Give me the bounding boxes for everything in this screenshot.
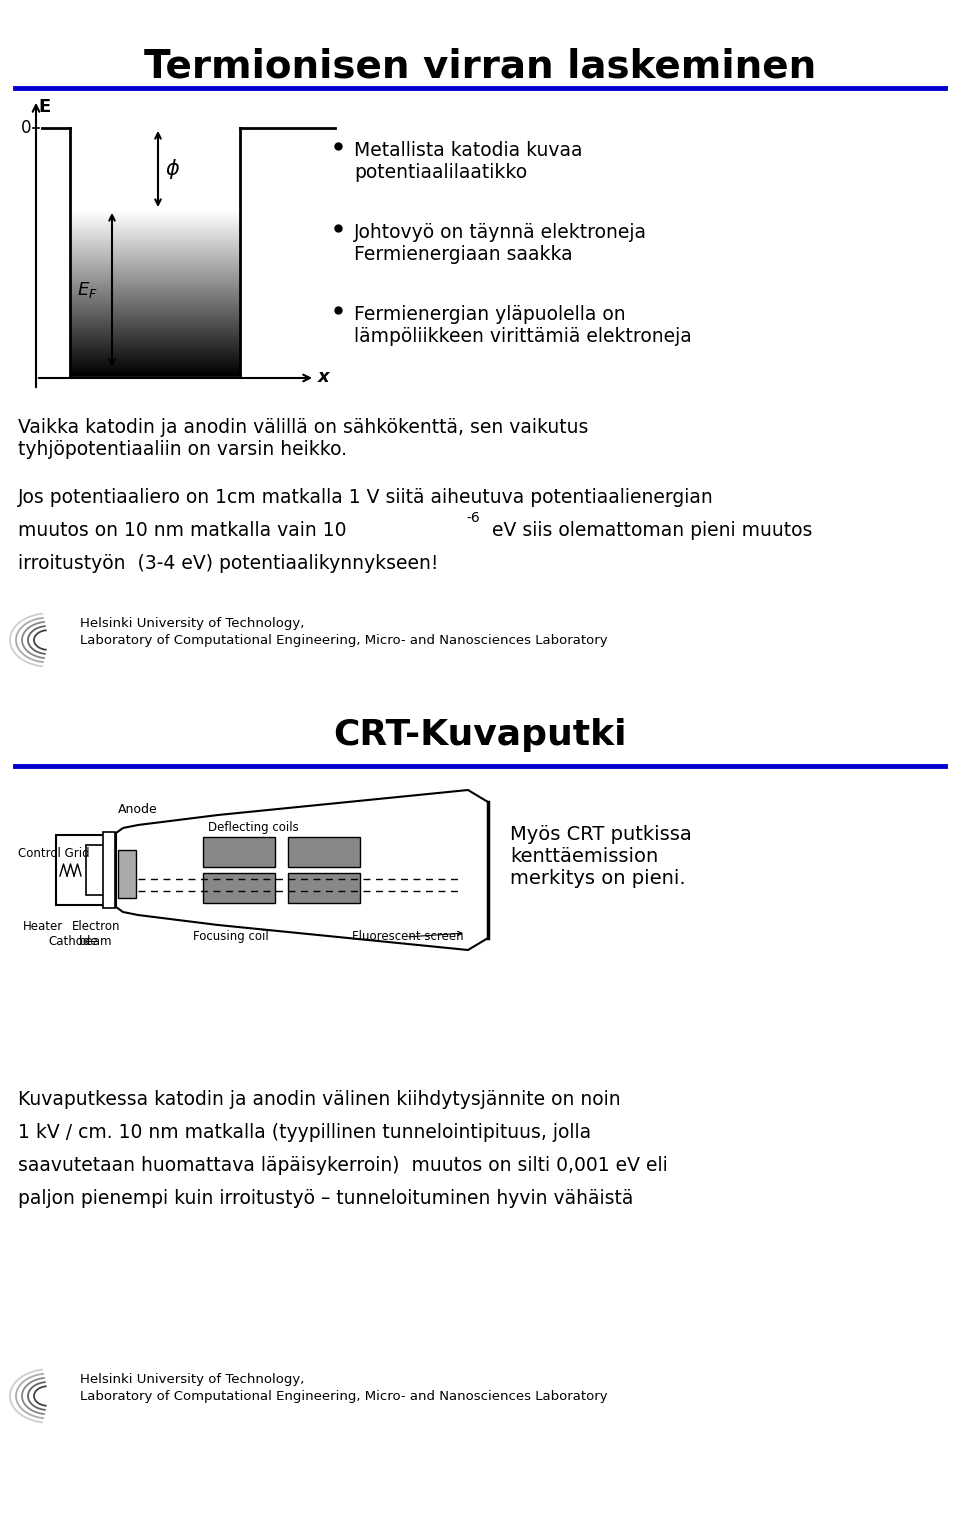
Text: 1 kV / cm. 10 nm matkalla (tyypillinen tunnelointipituus, jolla: 1 kV / cm. 10 nm matkalla (tyypillinen t…: [18, 1123, 591, 1141]
Bar: [203, 873, 275, 903]
Text: Jos potentiaaliero on 1cm matkalla 1 V siitä aiheutuva potentiaalienergian: Jos potentiaaliero on 1cm matkalla 1 V s…: [18, 488, 713, 507]
Text: 0: 0: [20, 119, 31, 137]
Bar: [203, 836, 275, 867]
Text: Helsinki University of Technology,: Helsinki University of Technology,: [80, 617, 304, 630]
Bar: [86, 845, 114, 896]
Text: Heater: Heater: [23, 920, 63, 932]
Text: Johtovyö on täynnä elektroneja
Fermienergiaan saakka: Johtovyö on täynnä elektroneja Fermiener…: [354, 223, 647, 264]
Text: Cathode: Cathode: [48, 935, 98, 948]
Bar: [288, 873, 360, 903]
Text: Fluorescent screen: Fluorescent screen: [352, 929, 464, 943]
Text: Electron
beam: Electron beam: [72, 920, 120, 948]
Text: x: x: [318, 368, 329, 386]
Text: Control Grid: Control Grid: [18, 847, 89, 861]
Text: paljon pienempi kuin irroitustyö – tunneloituminen hyvin vähäistä: paljon pienempi kuin irroitustyö – tunne…: [18, 1189, 634, 1209]
Text: irroitustyön  (3-4 eV) potentiaalikynnykseen!: irroitustyön (3-4 eV) potentiaalikynnyks…: [18, 554, 439, 572]
Text: Laboratory of Computational Engineering, Micro- and Nanosciences Laboratory: Laboratory of Computational Engineering,…: [80, 633, 608, 647]
Text: Termionisen virran laskeminen: Termionisen virran laskeminen: [144, 47, 816, 85]
Text: Laboratory of Computational Engineering, Micro- and Nanosciences Laboratory: Laboratory of Computational Engineering,…: [80, 1390, 608, 1402]
Text: CRT-Kuvaputki: CRT-Kuvaputki: [333, 719, 627, 752]
Text: Myös CRT putkissa
kenttäemission
merkitys on pieni.: Myös CRT putkissa kenttäemission merkity…: [510, 826, 692, 888]
Bar: [118, 850, 136, 897]
Text: $\phi$: $\phi$: [165, 157, 180, 182]
Bar: [288, 836, 360, 867]
Text: saavutetaan huomattava läpäisykerroin)  muutos on silti 0,001 eV eli: saavutetaan huomattava läpäisykerroin) m…: [18, 1157, 668, 1175]
Bar: [103, 832, 115, 908]
Text: eV siis olemattoman pieni muutos: eV siis olemattoman pieni muutos: [486, 520, 812, 540]
Text: Vaikka katodin ja anodin välillä on sähkökenttä, sen vaikutus
tyhjöpotentiaaliin: Vaikka katodin ja anodin välillä on sähk…: [18, 418, 588, 459]
Text: Helsinki University of Technology,: Helsinki University of Technology,: [80, 1373, 304, 1386]
Text: Deflecting coils: Deflecting coils: [208, 821, 299, 835]
Text: -6: -6: [466, 511, 480, 525]
Text: muutos on 10 nm matkalla vain 10: muutos on 10 nm matkalla vain 10: [18, 520, 347, 540]
Text: Fermienergian yläpuolella on
lämpöliikkeen virittämiä elektroneja: Fermienergian yläpuolella on lämpöliikke…: [354, 305, 692, 346]
Text: $E_F$: $E_F$: [77, 279, 98, 301]
Bar: [56, 835, 116, 905]
Text: Metallista katodia kuvaa
potentiaalilaatikko: Metallista katodia kuvaa potentiaalilaat…: [354, 140, 583, 182]
Text: Kuvaputkessa katodin ja anodin välinen kiihdytysjännite on noin: Kuvaputkessa katodin ja anodin välinen k…: [18, 1090, 620, 1109]
Text: E: E: [38, 98, 50, 116]
Text: Focusing coil: Focusing coil: [193, 929, 269, 943]
Text: Anode: Anode: [118, 803, 157, 816]
